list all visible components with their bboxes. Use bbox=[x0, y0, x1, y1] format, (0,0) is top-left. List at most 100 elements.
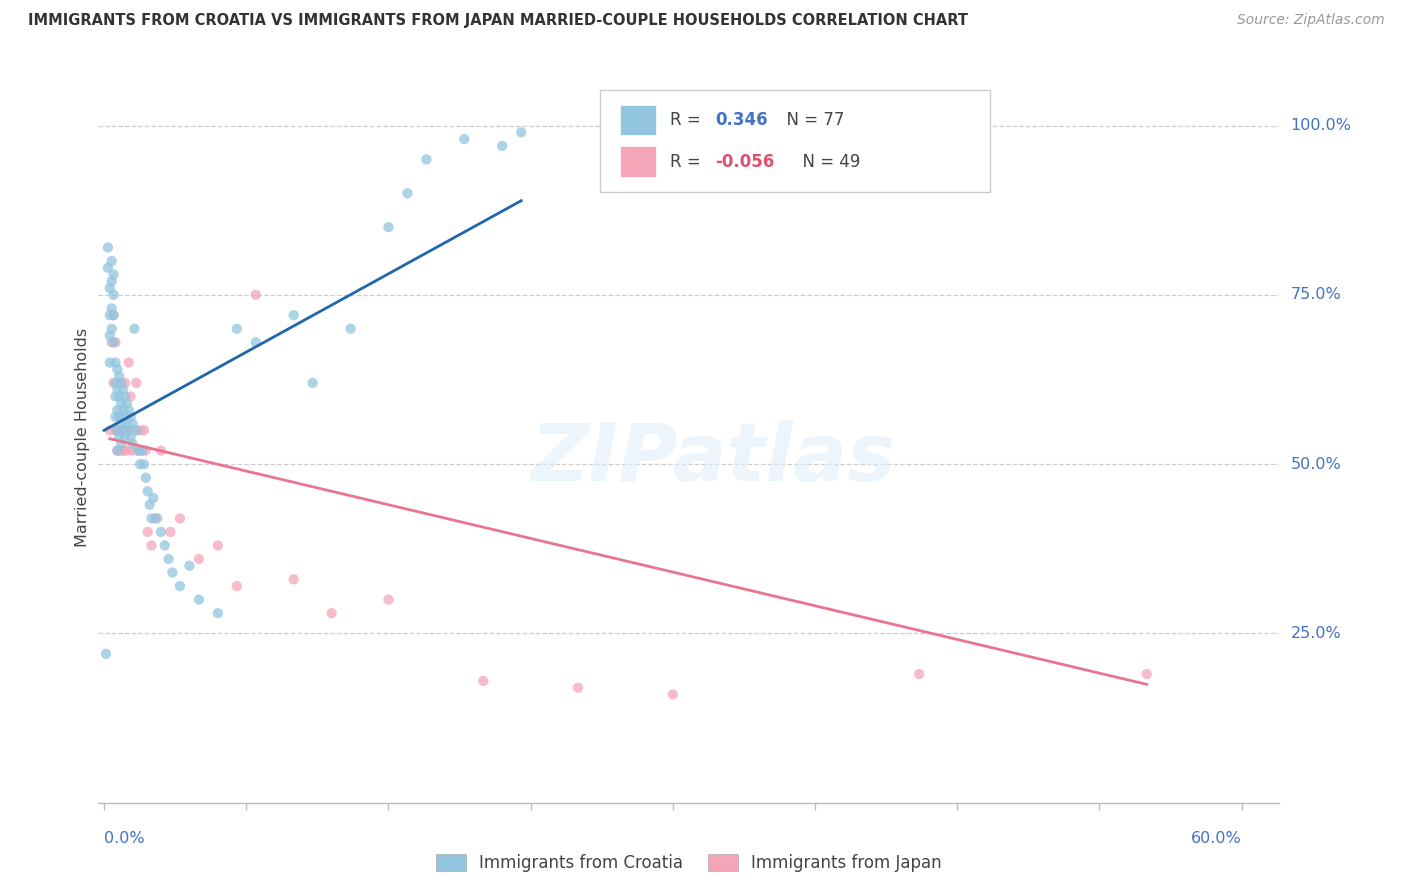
Point bbox=[97, 240, 120, 254]
Point bbox=[108, 409, 131, 424]
Point bbox=[112, 423, 135, 437]
Point bbox=[135, 443, 157, 458]
Text: N = 77: N = 77 bbox=[776, 111, 845, 129]
Point bbox=[98, 308, 121, 322]
Point bbox=[187, 592, 209, 607]
Point bbox=[169, 511, 191, 525]
Point bbox=[207, 538, 229, 552]
Text: 75.0%: 75.0% bbox=[1291, 287, 1341, 302]
Point bbox=[124, 423, 146, 437]
Point bbox=[179, 558, 201, 573]
Point bbox=[131, 443, 153, 458]
Point bbox=[114, 389, 136, 403]
Point bbox=[100, 274, 122, 288]
Point bbox=[377, 592, 399, 607]
Point bbox=[100, 301, 122, 316]
Text: IMMIGRANTS FROM CROATIA VS IMMIGRANTS FROM JAPAN MARRIED-COUPLE HOUSEHOLDS CORRE: IMMIGRANTS FROM CROATIA VS IMMIGRANTS FR… bbox=[28, 13, 969, 29]
Point bbox=[225, 322, 247, 336]
Point bbox=[453, 132, 475, 146]
Point bbox=[415, 153, 437, 167]
Point bbox=[115, 443, 138, 458]
Point bbox=[245, 335, 267, 350]
Point bbox=[472, 673, 495, 688]
Point bbox=[98, 281, 121, 295]
Point bbox=[135, 471, 157, 485]
Point bbox=[104, 409, 127, 424]
Point bbox=[110, 376, 132, 390]
Point bbox=[104, 355, 127, 369]
Point bbox=[114, 409, 136, 424]
Point bbox=[567, 681, 589, 695]
Point bbox=[98, 328, 121, 343]
Point bbox=[100, 322, 122, 336]
Point bbox=[105, 362, 128, 376]
Point bbox=[141, 511, 163, 525]
Point bbox=[159, 524, 181, 539]
Point bbox=[110, 396, 132, 410]
Point bbox=[103, 268, 125, 282]
Point bbox=[108, 369, 131, 384]
Point bbox=[103, 308, 125, 322]
Point bbox=[127, 443, 149, 458]
Point bbox=[121, 443, 143, 458]
Point bbox=[115, 417, 138, 431]
Text: 25.0%: 25.0% bbox=[1291, 626, 1341, 641]
Point bbox=[103, 376, 125, 390]
Point bbox=[396, 186, 419, 201]
Point bbox=[108, 376, 131, 390]
Point bbox=[112, 383, 135, 397]
Point bbox=[103, 288, 125, 302]
Point bbox=[132, 423, 155, 437]
Point bbox=[112, 423, 135, 437]
Point bbox=[110, 437, 132, 451]
Text: Source: ZipAtlas.com: Source: ZipAtlas.com bbox=[1237, 13, 1385, 28]
Y-axis label: Married-couple Households: Married-couple Households bbox=[75, 327, 90, 547]
Point bbox=[103, 335, 125, 350]
Point bbox=[143, 511, 166, 525]
Text: -0.056: -0.056 bbox=[714, 153, 775, 170]
Point bbox=[120, 389, 142, 403]
Point bbox=[510, 125, 533, 139]
Point bbox=[114, 423, 136, 437]
Point bbox=[105, 423, 128, 437]
Point bbox=[104, 335, 127, 350]
Point bbox=[108, 389, 131, 403]
Point bbox=[105, 443, 128, 458]
Point bbox=[105, 403, 128, 417]
Point bbox=[225, 579, 247, 593]
Text: 0.346: 0.346 bbox=[714, 111, 768, 129]
Point bbox=[136, 484, 159, 499]
Point bbox=[118, 355, 141, 369]
Point bbox=[146, 511, 169, 525]
Point bbox=[108, 423, 131, 437]
Point bbox=[114, 376, 136, 390]
Point bbox=[245, 288, 267, 302]
Text: ZIPatlas: ZIPatlas bbox=[530, 420, 896, 498]
Point bbox=[142, 491, 165, 505]
Text: R =: R = bbox=[671, 153, 706, 170]
Point bbox=[125, 423, 148, 437]
FancyBboxPatch shape bbox=[620, 104, 655, 136]
Point bbox=[97, 260, 120, 275]
Point bbox=[132, 457, 155, 471]
Point bbox=[112, 443, 135, 458]
Point bbox=[283, 572, 305, 586]
Point bbox=[112, 443, 135, 458]
Point bbox=[153, 538, 176, 552]
Point bbox=[118, 423, 141, 437]
Point bbox=[301, 376, 323, 390]
Point bbox=[110, 423, 132, 437]
Point bbox=[121, 417, 143, 431]
Point bbox=[129, 423, 152, 437]
Point bbox=[1136, 667, 1159, 681]
Point bbox=[114, 430, 136, 444]
Point bbox=[100, 335, 122, 350]
Point bbox=[131, 443, 153, 458]
Point bbox=[339, 322, 361, 336]
Point bbox=[115, 396, 138, 410]
Point bbox=[207, 606, 229, 620]
Point bbox=[104, 389, 127, 403]
Text: N = 49: N = 49 bbox=[792, 153, 860, 170]
Point bbox=[108, 443, 131, 458]
Point bbox=[377, 220, 399, 235]
